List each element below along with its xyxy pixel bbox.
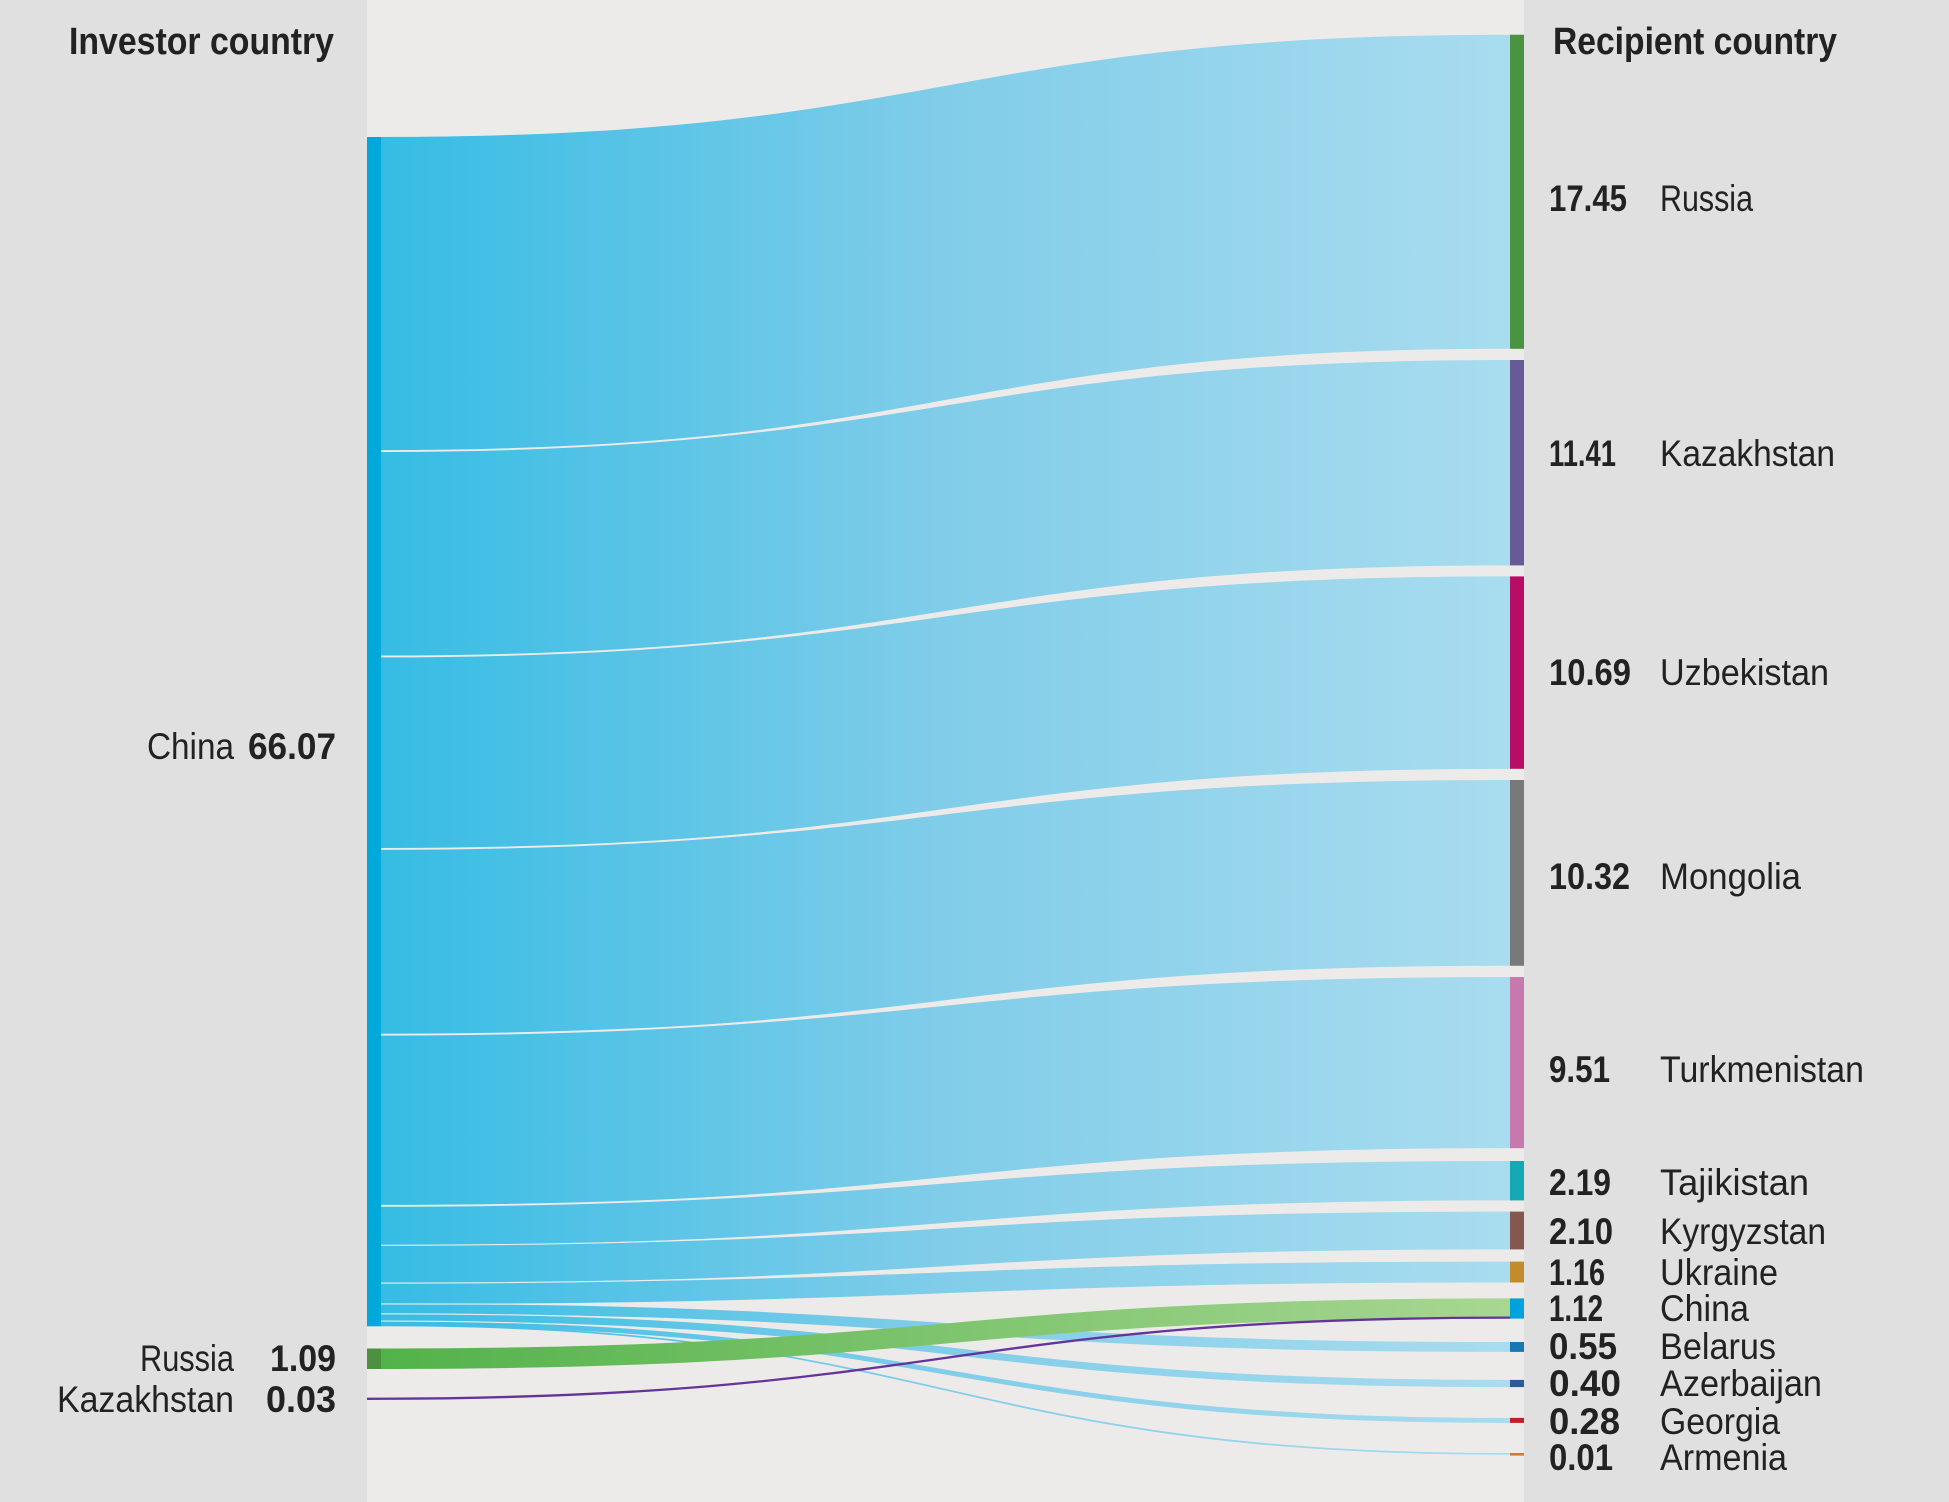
svg-text:Mongolia: Mongolia bbox=[1660, 856, 1801, 897]
svg-text:2.19: 2.19 bbox=[1549, 1162, 1611, 1203]
svg-text:2.10: 2.10 bbox=[1549, 1211, 1613, 1252]
svg-text:Georgia: Georgia bbox=[1660, 1401, 1780, 1442]
svg-text:Russia: Russia bbox=[1660, 178, 1753, 219]
svg-text:Armenia: Armenia bbox=[1660, 1437, 1787, 1478]
svg-text:10.32: 10.32 bbox=[1549, 856, 1630, 897]
svg-text:0.01: 0.01 bbox=[1549, 1437, 1613, 1478]
svg-text:1.16: 1.16 bbox=[1549, 1252, 1605, 1293]
svg-text:Kyrgyzstan: Kyrgyzstan bbox=[1660, 1211, 1826, 1252]
svg-text:66.07: 66.07 bbox=[248, 726, 336, 767]
svg-text:China: China bbox=[1660, 1288, 1749, 1329]
svg-text:11.41: 11.41 bbox=[1549, 433, 1616, 474]
svg-text:Investor country: Investor country bbox=[69, 21, 334, 63]
svg-text:Uzbekistan: Uzbekistan bbox=[1660, 652, 1829, 693]
svg-text:1.12: 1.12 bbox=[1549, 1288, 1603, 1329]
svg-text:Azerbaijan: Azerbaijan bbox=[1660, 1363, 1822, 1404]
svg-text:0.40: 0.40 bbox=[1549, 1363, 1621, 1404]
svg-text:Kazakhstan: Kazakhstan bbox=[1660, 433, 1835, 474]
svg-text:China: China bbox=[147, 726, 234, 767]
svg-text:17.45: 17.45 bbox=[1549, 178, 1627, 219]
svg-text:Tajikistan: Tajikistan bbox=[1660, 1162, 1809, 1203]
svg-text:Turkmenistan: Turkmenistan bbox=[1660, 1049, 1864, 1090]
svg-text:1.09: 1.09 bbox=[270, 1338, 336, 1379]
svg-text:0.03: 0.03 bbox=[266, 1379, 336, 1420]
svg-text:10.69: 10.69 bbox=[1549, 652, 1631, 693]
svg-text:0.55: 0.55 bbox=[1549, 1326, 1617, 1367]
svg-text:9.51: 9.51 bbox=[1549, 1049, 1610, 1090]
svg-text:Recipient country: Recipient country bbox=[1553, 21, 1837, 63]
svg-text:Ukraine: Ukraine bbox=[1660, 1252, 1778, 1293]
svg-text:0.28: 0.28 bbox=[1549, 1401, 1620, 1442]
svg-text:Kazakhstan: Kazakhstan bbox=[57, 1379, 234, 1420]
svg-text:Belarus: Belarus bbox=[1660, 1326, 1776, 1367]
svg-text:Russia: Russia bbox=[140, 1338, 234, 1379]
